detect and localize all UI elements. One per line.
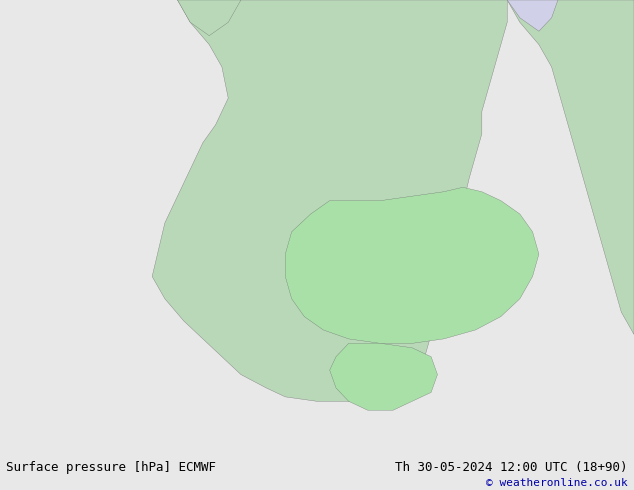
- Polygon shape: [507, 0, 634, 334]
- Polygon shape: [330, 343, 437, 410]
- Text: © weatheronline.co.uk: © weatheronline.co.uk: [486, 478, 628, 488]
- Polygon shape: [152, 0, 507, 401]
- Text: Surface pressure [hPa] ECMWF: Surface pressure [hPa] ECMWF: [6, 462, 216, 474]
- Polygon shape: [178, 0, 241, 36]
- Polygon shape: [285, 187, 539, 343]
- Polygon shape: [507, 0, 558, 31]
- Text: Th 30-05-2024 12:00 UTC (18+90): Th 30-05-2024 12:00 UTC (18+90): [395, 462, 628, 474]
